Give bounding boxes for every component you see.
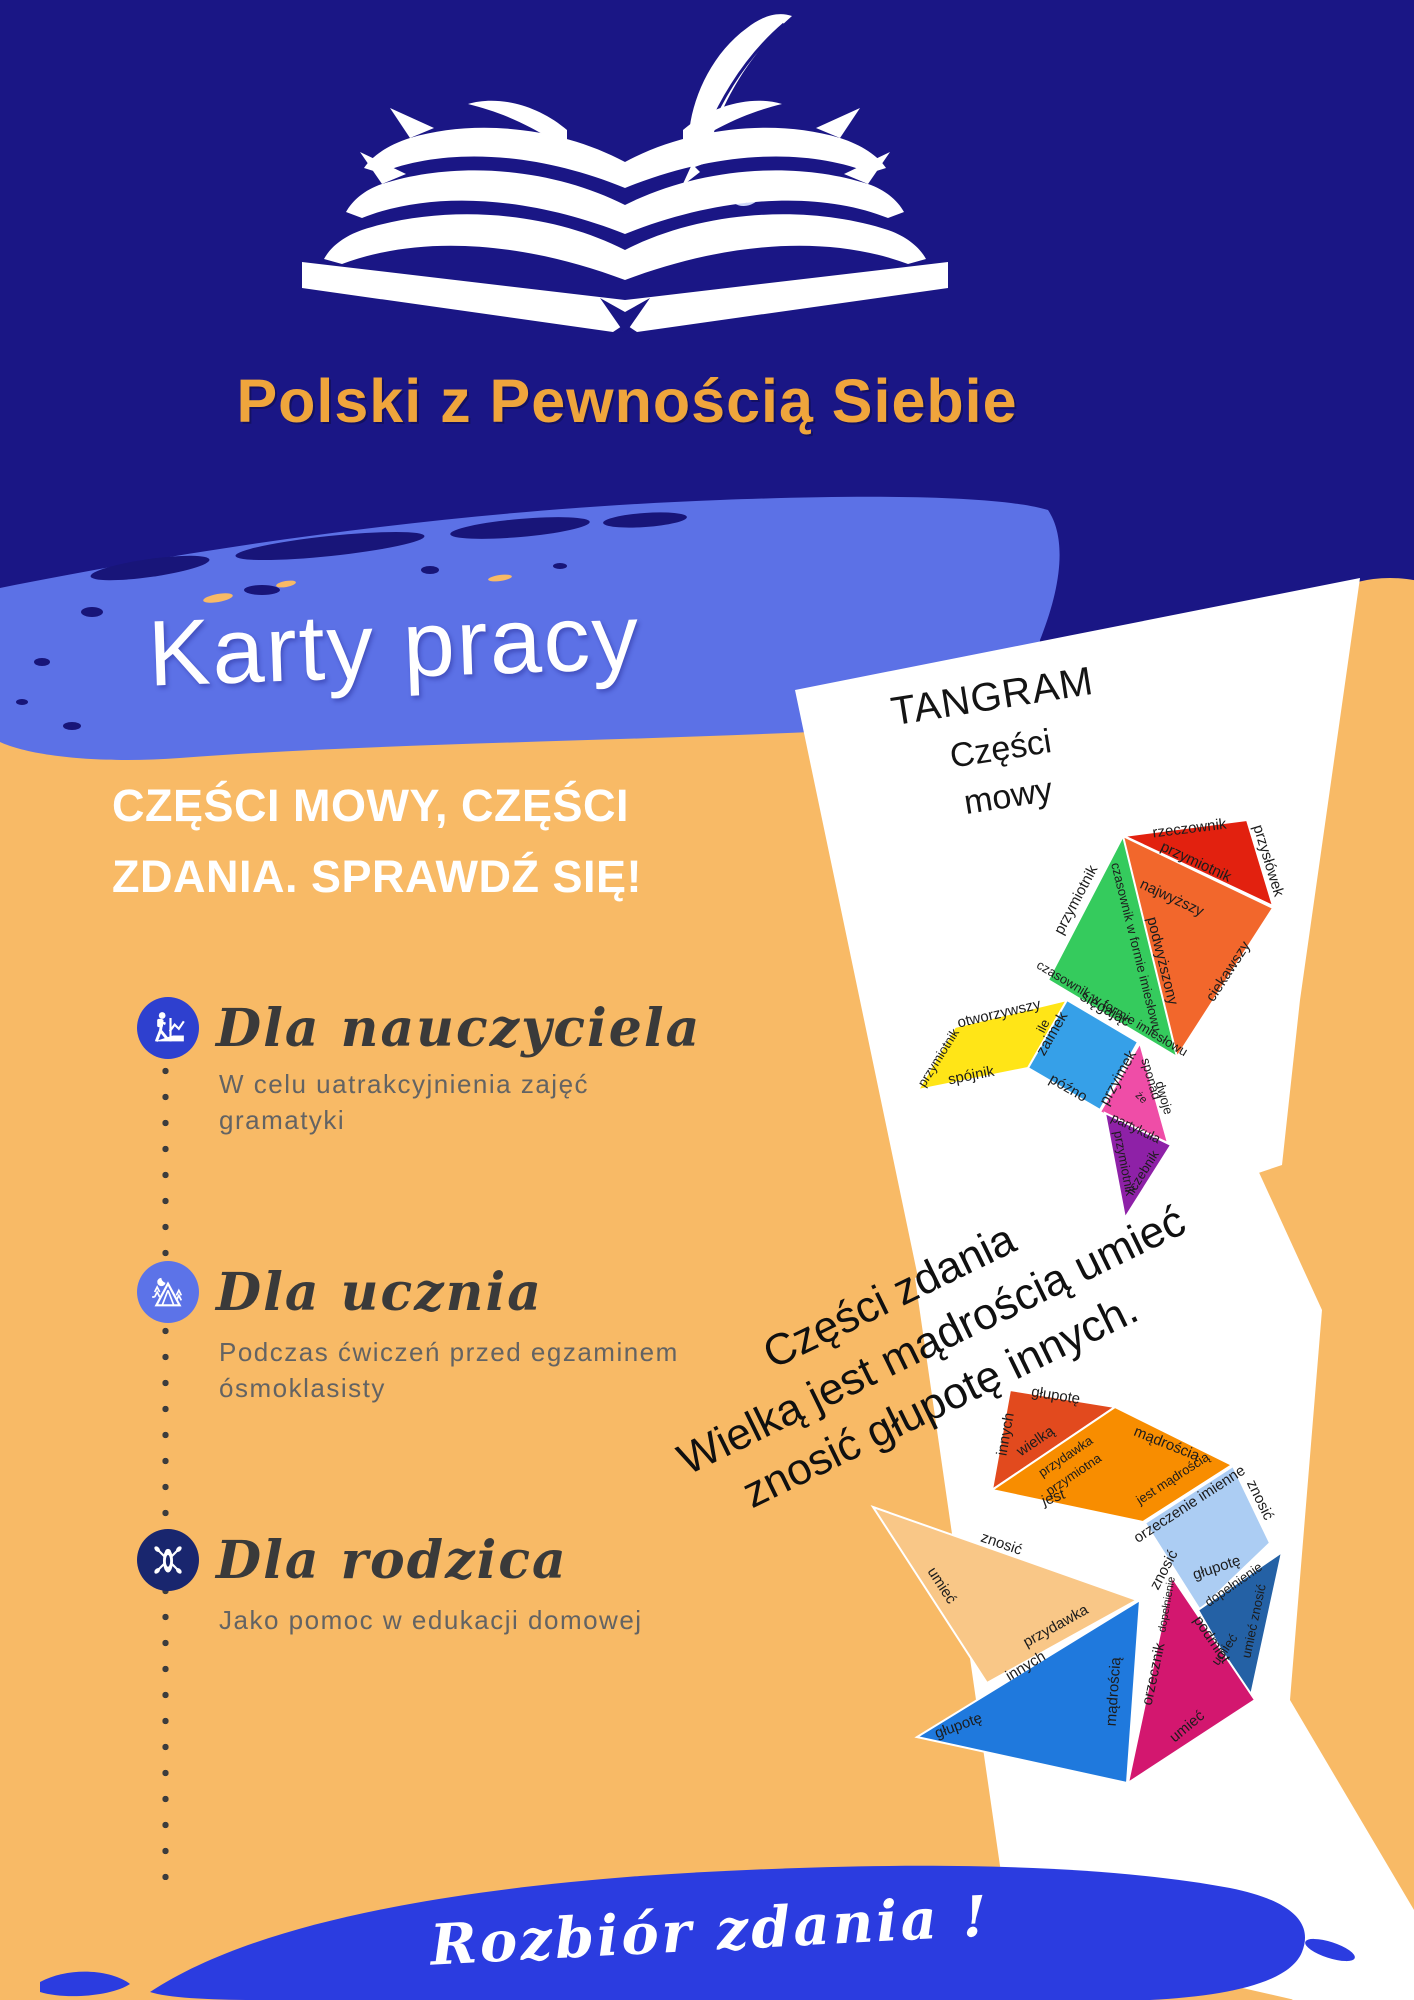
tangram2-piece-orange — [989, 1405, 1235, 1524]
hiker-glyph — [154, 1012, 185, 1042]
tangram2-piece-blue — [914, 1598, 1142, 1785]
page-title: CZĘŚCI MOWY, CZĘŚCI ZDANIA. SPRAWDŹ SIĘ! — [112, 770, 692, 912]
worksheet-card-2 — [915, 1120, 1414, 2000]
brush-orange-flecks — [203, 574, 512, 603]
tangram-label: ile — [1033, 1017, 1052, 1035]
book-right-pages — [625, 100, 926, 280]
tangram-label: mądrością — [1103, 1656, 1125, 1727]
page-title-line1: CZĘŚCI MOWY, CZĘŚCI — [112, 780, 630, 831]
tangram-piece-orange — [1121, 834, 1275, 1060]
audience-title-teacher: Dla nauczyciela — [216, 998, 702, 1059]
camping-icon — [137, 1261, 199, 1323]
brush-band — [0, 496, 1060, 761]
quill-nib — [682, 164, 700, 186]
book-spine-notch — [600, 298, 650, 334]
dotted-timeline — [162, 1058, 169, 1880]
page-title-line2: ZDANIA. SPRAWDŹ SIĘ! — [112, 851, 643, 902]
tangram2-piece-magenta — [1126, 1574, 1257, 1786]
tangram-parts-of-sentence: głupotę innych wielką przydawka przymiot… — [870, 1383, 1284, 1786]
footer-brush — [40, 1865, 1355, 2000]
tangram-piece-red — [1120, 818, 1275, 908]
kayak-glyph — [154, 1546, 182, 1574]
audience-desc-student: Podczas ćwiczeń przed egzaminem ósmoklas… — [219, 1337, 679, 1403]
kayak-icon — [137, 1529, 199, 1591]
audience-title-parent: Dla rodzica — [216, 1530, 568, 1591]
tangram-parts-of-speech: rzeczownik przymiotnik przysłówek najwyż… — [914, 816, 1287, 1221]
tangram-piece-purple — [1103, 1111, 1173, 1221]
brush-speckles — [16, 512, 687, 730]
camping-glyph — [152, 1277, 183, 1307]
hiker-icon — [137, 997, 199, 1059]
tangram2-piece-peach — [870, 1505, 1140, 1685]
tangram-piece-blue — [1026, 998, 1140, 1112]
audience-title-student: Dla ucznia — [216, 1262, 543, 1323]
audience-desc-teacher: W celu uatrakcyjnienia zajęć gramatyki — [219, 1069, 590, 1135]
book-quill-logo — [302, 14, 948, 334]
book-left-pages — [324, 100, 625, 280]
brand-title: Polski z Pewnością Siebie — [236, 367, 1018, 435]
audience-desc-parent: Jako pomoc w edukacji domowej — [219, 1605, 643, 1635]
